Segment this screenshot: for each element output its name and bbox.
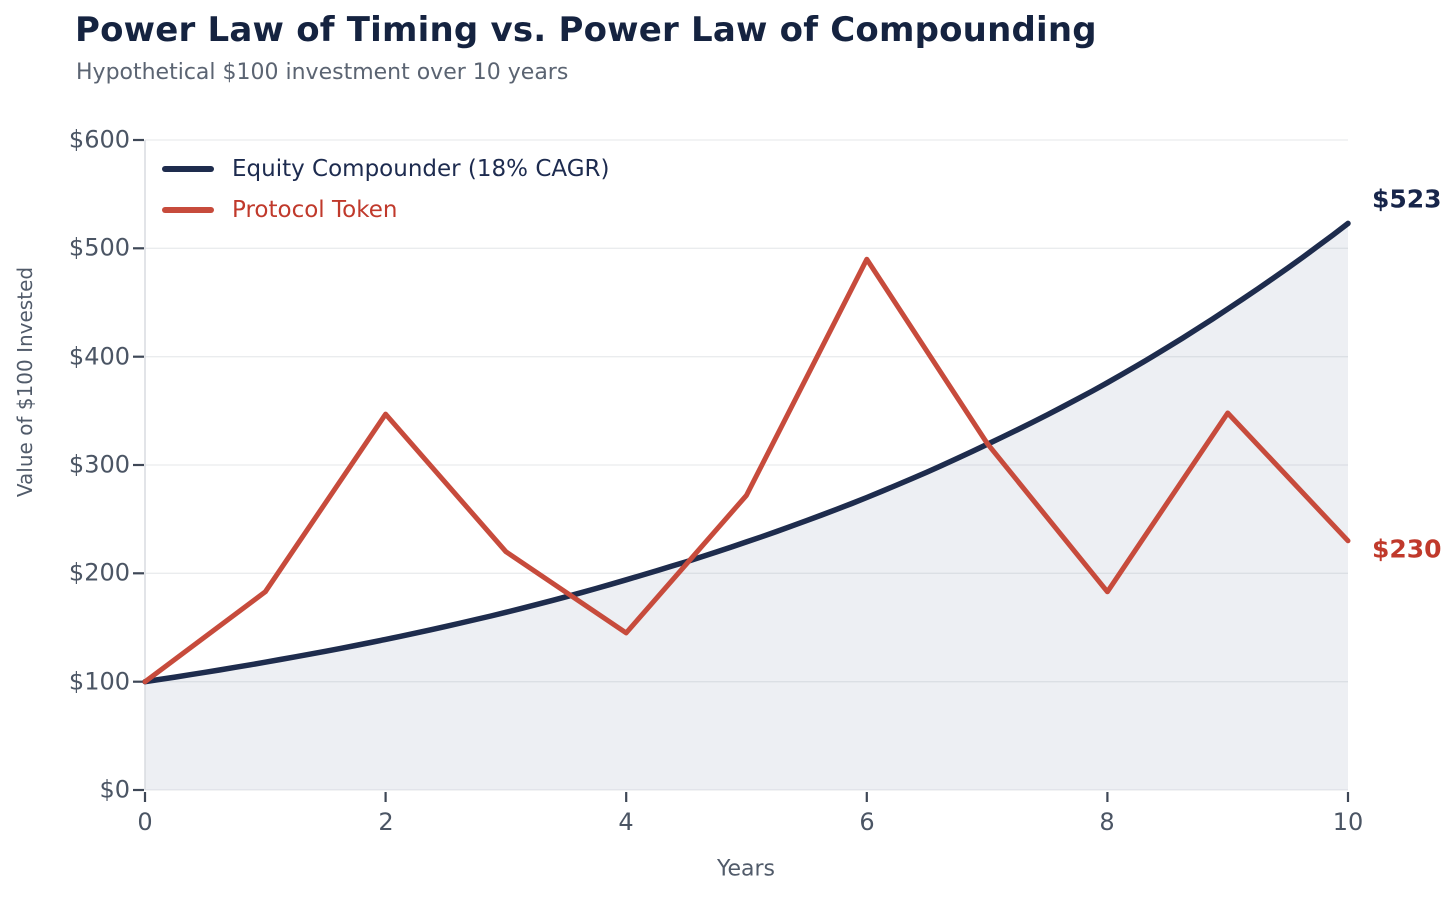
x-axis-title: Years [716,856,776,882]
y-tick-label: $0 [99,775,130,804]
x-tick-label: 4 [618,808,634,836]
x-tick-label: 2 [378,808,394,836]
legend-label-equity: Equity Compounder (18% CAGR) [232,156,610,182]
y-axis-title: Value of $100 Invested [13,266,37,498]
y-tick-label: $500 [68,233,130,262]
legend-label-token: Protocol Token [232,197,398,223]
legend-swatch-equity-line [162,166,214,172]
legend-item-equity-compounder: Equity Compounder (18% CAGR) [162,156,610,182]
x-tick-label: 10 [1332,808,1364,836]
legend-swatch-token-line [162,207,214,213]
y-tick-label: $600 [68,125,130,154]
legend-item-protocol-token: Protocol Token [162,197,610,223]
x-tick-label: 6 [859,808,875,836]
equity-compounder-line [142,220,1351,685]
y-tick-label: $200 [68,558,130,587]
y-tick-label: $100 [68,667,130,696]
end-value-label-token: $230 [1372,534,1442,564]
x-tick-label: 0 [137,808,153,836]
y-tick-label: $300 [68,450,130,479]
chart-subtitle: Hypothetical $100 investment over 10 yea… [76,60,569,85]
legend: Equity Compounder (18% CAGR) Protocol To… [162,156,610,238]
end-value-label-equity: $523 [1372,184,1442,214]
area-fill-under-equity-curve [145,223,1348,790]
y-tick-label: $400 [68,342,130,371]
protocol-token-line [142,256,1351,685]
x-tick-label: 8 [1099,808,1115,836]
chart-title: Power Law of Timing vs. Power Law of Com… [75,10,1097,50]
